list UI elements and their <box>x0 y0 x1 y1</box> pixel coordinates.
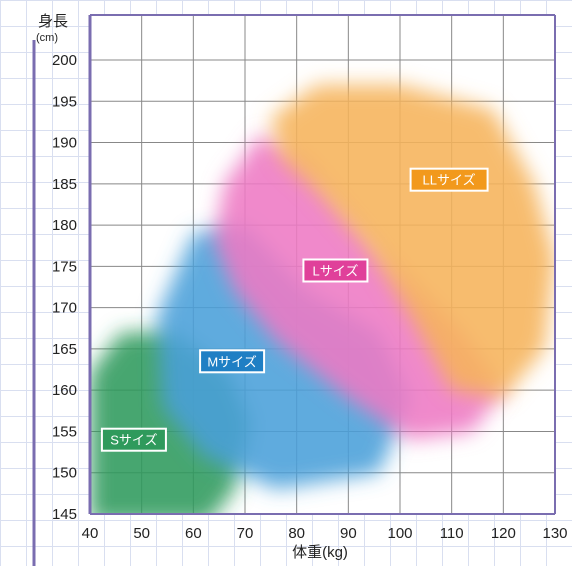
size-zones <box>90 84 555 514</box>
zone-area-4 <box>270 84 555 399</box>
zone-labels: Sサイズ Mサイズ Lサイズ LLサイズ <box>100 167 489 452</box>
y-tick-label-160: 160 <box>52 382 77 399</box>
x-tick-label-90: 90 <box>340 525 357 542</box>
zone-label-2: Mサイズ <box>199 349 266 374</box>
y-tick-label-170: 170 <box>52 300 77 317</box>
x-tick-label-50: 50 <box>133 525 150 542</box>
zone-label-text: Mサイズ <box>207 354 256 369</box>
y-tick-label-165: 165 <box>52 341 77 358</box>
zone-label-text: Lサイズ <box>312 263 358 278</box>
x-axis-title: 体重(kg) <box>292 544 348 561</box>
zone-label-text: Sサイズ <box>110 433 157 448</box>
y-tick-label-190: 190 <box>52 135 77 152</box>
zone-label-1: Sサイズ <box>100 427 167 452</box>
x-tick-label-60: 60 <box>185 525 202 542</box>
y-tick-label-145: 145 <box>52 506 77 523</box>
zone-area-2 <box>157 225 411 490</box>
zone-area-3 <box>214 134 504 440</box>
y-tick-label-185: 185 <box>52 176 77 193</box>
zone-label-3: Lサイズ <box>302 258 369 283</box>
zone-label-4: LLサイズ <box>409 167 489 192</box>
y-tick-label-180: 180 <box>52 217 77 234</box>
y-tick-label-195: 195 <box>52 93 77 110</box>
y-axis-unit: (cm) <box>36 32 58 44</box>
x-tick-label-80: 80 <box>288 525 305 542</box>
tick-labels: 40 50 60 70 80 90 100 110 120 130 145 150 155 160 165 1… <box>52 52 568 542</box>
x-tick-label-110: 110 <box>440 525 464 542</box>
axes <box>32 14 556 566</box>
zone-label-box <box>100 427 167 452</box>
x-tick-label-70: 70 <box>237 525 254 542</box>
x-tick-label-130: 130 <box>542 525 567 542</box>
zone-label-box <box>302 258 369 283</box>
y-tick-label-200: 200 <box>52 52 77 69</box>
y-axis-title: 身長 <box>38 13 68 30</box>
x-tick-label-40: 40 <box>82 525 99 542</box>
x-tick-label-100: 100 <box>387 525 412 542</box>
x-tick-label-120: 120 <box>491 525 516 542</box>
zone-label-box <box>409 167 489 192</box>
zone-label-text: LLサイズ <box>423 173 476 188</box>
zone-label-box <box>199 349 266 374</box>
y-tick-label-150: 150 <box>52 465 77 482</box>
y-tick-label-155: 155 <box>52 423 77 440</box>
y-tick-label-175: 175 <box>52 258 77 275</box>
